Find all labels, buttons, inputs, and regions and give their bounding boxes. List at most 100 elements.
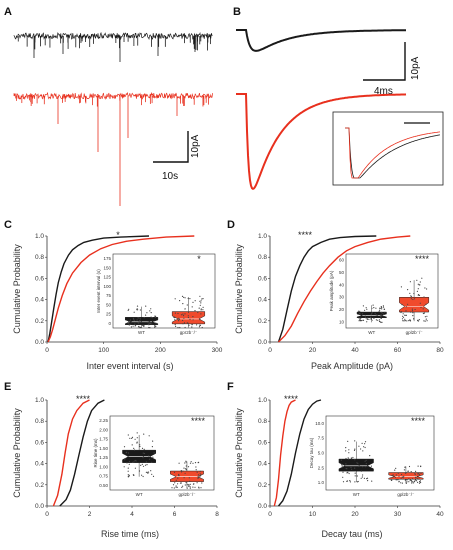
cdf-panel-f: 0.0 0.2 0.4 0.6 0.8 1.0 0 10 20 30 40 Decay tau (ms… <box>234 394 444 539</box>
data-point <box>425 318 427 320</box>
data-point <box>197 477 199 479</box>
data-point <box>152 475 155 477</box>
data-point <box>410 296 413 298</box>
data-point <box>347 471 349 473</box>
data-point <box>138 320 140 323</box>
data-point <box>134 438 136 440</box>
data-point <box>365 462 367 465</box>
data-point <box>147 471 150 473</box>
data-point <box>410 298 412 300</box>
y-tick-label: 0.4 <box>258 461 267 468</box>
data-point <box>200 302 202 304</box>
x-tick-label: 6 <box>173 511 177 518</box>
data-point <box>409 292 411 294</box>
data-point <box>123 446 126 448</box>
data-point <box>177 326 179 329</box>
data-point <box>403 320 405 322</box>
inset-y-tick-label: 75 <box>106 293 112 298</box>
data-point <box>182 323 184 325</box>
data-point <box>398 475 400 477</box>
inset-category-label: WT <box>138 330 145 335</box>
data-point <box>154 316 156 318</box>
data-point <box>148 455 150 457</box>
cdf-line-ko <box>273 399 296 507</box>
data-point <box>129 437 131 439</box>
data-point <box>130 326 132 328</box>
data-point <box>126 451 128 453</box>
data-point <box>418 482 421 484</box>
data-point <box>131 444 133 446</box>
y-tick-label: 1.0 <box>35 233 44 240</box>
data-point <box>189 483 191 485</box>
data-point <box>177 483 179 485</box>
data-point <box>359 319 361 321</box>
data-point <box>417 465 419 467</box>
data-point <box>128 323 130 325</box>
scalebar-b-x-label: 4ms <box>374 86 393 97</box>
inset-points <box>123 432 155 478</box>
inset-y-tick-label: 40 <box>339 282 345 287</box>
data-point <box>199 473 201 475</box>
x-tick-label: 200 <box>155 347 166 354</box>
data-point <box>424 320 426 322</box>
data-point <box>348 472 350 475</box>
data-point <box>151 461 153 463</box>
data-point <box>411 310 414 312</box>
data-point <box>342 471 344 473</box>
data-point <box>128 463 130 465</box>
data-point <box>370 314 372 316</box>
data-point <box>188 484 190 486</box>
data-point <box>192 316 194 318</box>
inset-category-label: gpr2b⁻/⁻ <box>180 330 198 335</box>
data-point <box>148 435 150 437</box>
y-tick-label: 0.0 <box>35 339 44 346</box>
y-tick-label: 0.2 <box>258 482 267 489</box>
scalebar-a-x-label: 10s <box>162 171 178 182</box>
data-point <box>187 322 189 324</box>
data-point <box>189 298 191 300</box>
data-point <box>351 458 353 460</box>
data-point <box>364 460 366 462</box>
data-point <box>340 459 342 461</box>
data-point <box>149 323 152 325</box>
data-point <box>383 308 386 310</box>
data-point <box>133 311 135 313</box>
data-point <box>148 322 150 324</box>
data-point <box>195 466 197 468</box>
x-tick-label: 0 <box>268 347 272 354</box>
data-point <box>342 481 345 483</box>
panel-a-scalebar: 10pA 10s <box>153 131 201 182</box>
data-point <box>411 308 413 310</box>
data-point <box>420 465 422 467</box>
data-point <box>196 324 198 326</box>
data-point <box>395 467 397 469</box>
data-point <box>136 432 138 434</box>
data-point <box>423 312 425 314</box>
data-point <box>182 319 184 321</box>
data-point <box>415 480 418 482</box>
data-point <box>201 326 203 329</box>
data-point <box>352 456 354 459</box>
data-point <box>194 310 196 312</box>
significance-marker: **** <box>284 394 299 404</box>
data-point <box>422 312 424 315</box>
data-point <box>185 482 187 484</box>
data-point <box>357 310 360 312</box>
data-point <box>129 319 131 321</box>
data-point <box>136 437 138 439</box>
inset-y-axis-label: Inter event interval (s) <box>96 269 101 313</box>
data-point <box>403 475 405 477</box>
data-point <box>356 481 358 483</box>
data-point <box>198 307 200 309</box>
data-point <box>423 320 425 322</box>
avg-trace-ko <box>236 93 407 191</box>
data-point <box>350 466 352 469</box>
data-point <box>353 449 356 451</box>
data-point <box>189 487 191 489</box>
data-point <box>426 288 428 290</box>
data-point <box>400 311 402 314</box>
data-point <box>181 295 184 297</box>
data-point <box>124 458 126 460</box>
data-point <box>408 478 410 480</box>
data-point <box>360 477 362 479</box>
